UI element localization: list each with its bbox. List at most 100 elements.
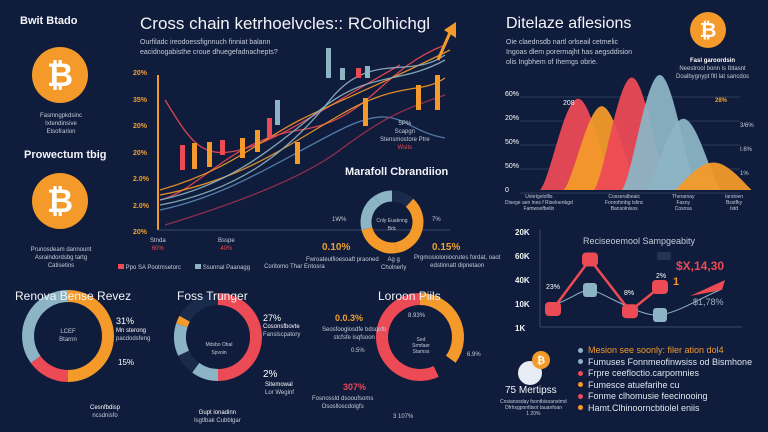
candle-bar bbox=[356, 68, 361, 78]
sens-price-2: $1,78% bbox=[693, 297, 724, 307]
y-tick-label: 40K bbox=[515, 276, 530, 285]
donut2-slice bbox=[217, 293, 262, 381]
donut3-center: Sed Srmfaer Stamss bbox=[412, 337, 430, 355]
marafoll-val1-caption: Fwroateulfioesoaft praoned bbox=[306, 257, 379, 263]
donut1-title: Renova Bense Revez bbox=[15, 289, 132, 303]
marafoll-title: Marafoll Cbrandiion bbox=[345, 166, 449, 178]
peak-label: 208 bbox=[563, 100, 575, 107]
sens-line bbox=[551, 257, 661, 313]
arrow-head-icon bbox=[444, 22, 456, 38]
legend-item[interactable]: Coritomo Thar Entosra bbox=[264, 264, 325, 270]
list-item: Mesion see soonly: filer ation dol4 bbox=[578, 345, 724, 355]
donut3-slice bbox=[433, 355, 456, 377]
candle-bar bbox=[416, 85, 421, 110]
bottom-label-2: Bsspe 40% bbox=[218, 238, 235, 252]
bullet-icon bbox=[578, 405, 583, 410]
coin2-title: 75 Mertipss bbox=[505, 385, 557, 396]
donut1-p1-caption: Mn sterong pacdodsfeng bbox=[116, 328, 151, 342]
donut2-p1: 27% bbox=[263, 313, 282, 323]
sens-point bbox=[653, 308, 667, 322]
sens-pt-label: 2% bbox=[656, 273, 667, 280]
donut2-slice bbox=[176, 315, 191, 328]
y-tick-label: 20% bbox=[133, 149, 148, 157]
trend-line bbox=[159, 54, 446, 206]
x-label: Iarstoen Bsstfky Istd bbox=[725, 194, 744, 212]
donut2-bottom: Gupt ionadinn Isgtlbak Cubblgar bbox=[194, 410, 241, 424]
list-item-text: Fumesce atuefarihe cu bbox=[588, 379, 680, 390]
list-item: Fumuses Fonnmeofinwsiss od Bismhone bbox=[578, 357, 752, 367]
bitcoin-coin-icon bbox=[32, 47, 88, 103]
candle-bar bbox=[340, 68, 345, 80]
candle-bar bbox=[220, 140, 225, 155]
marafoll-right-pct: 7% bbox=[432, 217, 441, 223]
sens-marker bbox=[657, 252, 671, 260]
donut2-p2-caption: Sitemowal Lor Weginf bbox=[265, 382, 294, 396]
dist-subtitle: Oie claednsdb nartl orlseail cetmelic Ing… bbox=[506, 39, 633, 66]
x-label: Theramay Fasny Cosnsa bbox=[672, 194, 695, 212]
bullet-icon bbox=[578, 370, 583, 376]
donut1-slice bbox=[67, 290, 114, 382]
sens-point bbox=[583, 283, 597, 297]
donut1-slice bbox=[22, 290, 69, 364]
trend-line bbox=[164, 94, 446, 226]
donut3-bottom: 3 107% bbox=[393, 414, 414, 420]
marafoll-donut-slice bbox=[374, 190, 393, 206]
donut2-slice bbox=[174, 323, 190, 356]
donut2-slice bbox=[192, 362, 219, 381]
right-label: 28% bbox=[715, 98, 728, 104]
bitcoin-coin-icon bbox=[532, 351, 550, 369]
y-tick-label: 35% bbox=[133, 96, 148, 104]
marafoll-donut-slice bbox=[360, 195, 381, 231]
y-tick-label: 20% bbox=[505, 115, 520, 122]
y-tick-label: 50% bbox=[505, 139, 520, 146]
y-tick-label: 2.0% bbox=[133, 202, 149, 210]
marafoll-donut-slice bbox=[395, 198, 424, 254]
bullet-icon bbox=[578, 393, 583, 399]
list-item-text: Frpre ceefloctio.carpomnies bbox=[588, 368, 700, 378]
sens-arrow bbox=[690, 280, 725, 296]
sens-point bbox=[622, 304, 638, 319]
donut3-p1: 0.0.3% bbox=[335, 313, 364, 323]
donut2-slice bbox=[179, 293, 219, 322]
sens-point bbox=[582, 252, 598, 267]
y-tick-label: 20K bbox=[515, 228, 530, 237]
left-caption-2: Prunosdeam dannount Asraindordsbg tartg Ca… bbox=[30, 247, 92, 269]
candle-bar bbox=[267, 118, 272, 138]
distribution-peak bbox=[675, 162, 752, 190]
marafoll-donut-slice bbox=[361, 226, 398, 254]
coin2-caption: Cnsianosday fsontbisoanstmd Ofrhsgpontlis… bbox=[500, 399, 567, 417]
donut3-title: Loroon Piils bbox=[378, 289, 441, 303]
coin-caption: Fasl garoordsin Neestrool bonn is Ibtasnt… bbox=[676, 58, 750, 80]
right-label: 1% bbox=[740, 171, 749, 177]
bullet-icon bbox=[578, 382, 583, 387]
sens-point bbox=[652, 280, 668, 294]
candle-bar bbox=[365, 66, 370, 78]
bitcoin-coin-icon-glyph: ₿ bbox=[47, 57, 73, 93]
y-tick-label: 2.0% bbox=[133, 176, 149, 183]
sens-small: 1 bbox=[673, 276, 680, 288]
donut3-slice bbox=[376, 293, 439, 381]
bitcoin-coin-icon-glyph: ₿ bbox=[700, 19, 717, 42]
main-title: Cross chain ketrhoelvcles:: RColhichgl bbox=[140, 14, 431, 33]
legend-item[interactable]: Ppo SA Pootmsetorc bbox=[118, 264, 181, 271]
donut3-slice bbox=[419, 293, 464, 363]
marafoll-center: Cnly Euaknng Bdc bbox=[376, 218, 408, 232]
x-label: Cosseralbeaic Fonrofonbg tslinc Bansolniso… bbox=[605, 194, 644, 212]
candle-bar bbox=[240, 138, 245, 158]
marafoll-val1: 0.10% bbox=[322, 242, 351, 253]
donut1-center: LCEF Btarnn bbox=[59, 329, 77, 343]
donut2-center: Mdsbo Obal Spvoin bbox=[205, 342, 233, 356]
sens-title: Reciseoemool Sampgeabity bbox=[583, 236, 696, 246]
donut1-slice bbox=[30, 355, 69, 382]
candle-bar bbox=[435, 75, 440, 110]
candle-bar bbox=[326, 48, 331, 78]
left-title-2: Prowectum tbig bbox=[24, 149, 107, 161]
legend-item[interactable]: Ssunnal Paanagg bbox=[195, 264, 250, 271]
sens-price: $X,14,30 bbox=[676, 259, 725, 273]
y-tick-label: 20% bbox=[133, 229, 148, 236]
y-tick-label: 20% bbox=[133, 70, 148, 77]
list-item: Fumesce atuefarihe cu bbox=[578, 380, 680, 390]
list-item: Hamt.Clhinoorncbtiolel eniis bbox=[578, 403, 700, 413]
marafoll-left-pct: 1W% bbox=[332, 217, 347, 223]
